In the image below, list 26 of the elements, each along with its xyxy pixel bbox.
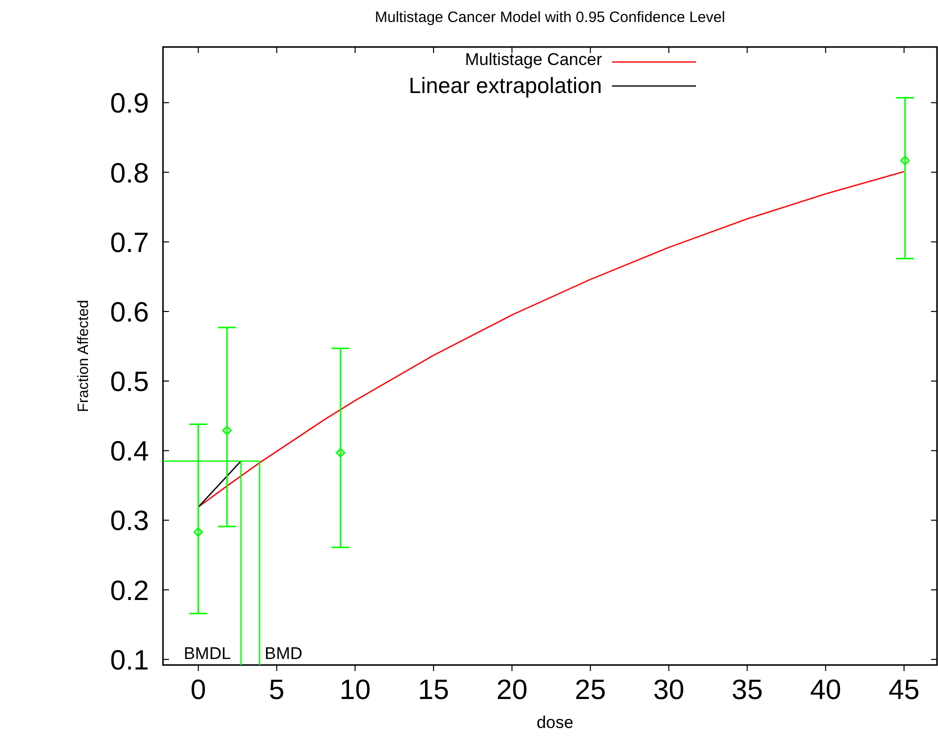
x-tick-label: 25 [574,674,606,705]
y-tick-label: 0.1 [110,644,149,676]
x-tick-label: 30 [653,674,684,705]
annotation: BMD [264,644,302,663]
y-tick-label: 0.5 [110,366,149,398]
x-tick-label: 45 [888,674,920,705]
x-tick-label: 5 [268,674,284,705]
legend-label: Multistage Cancer [464,50,602,69]
x-tick-label: 10 [340,674,371,705]
x-tick-label: 40 [810,674,842,705]
y-tick-label: 0.3 [110,505,149,536]
x-axis-title: dose [536,713,574,732]
chart-title: Multistage Cancer Model with 0.95 Confidence Level [374,9,726,26]
y-tick-label: 0.9 [110,88,149,119]
y-axis-title: Fraction Affected [75,300,92,412]
x-tick-label: 15 [418,674,450,705]
y-tick-label: 0.8 [110,157,149,188]
y-tick-label: 0.2 [110,574,149,606]
x-tick-label: 35 [732,674,763,705]
legend-label: Linear extrapolation [408,73,602,98]
annotation: BMDL [184,644,231,663]
x-tick-label: 0 [190,674,206,705]
x-tick-label: 20 [496,674,528,705]
y-tick-label: 0.6 [110,296,149,328]
y-tick-label: 0.7 [110,226,149,258]
y-tick-label: 0.4 [110,436,149,467]
